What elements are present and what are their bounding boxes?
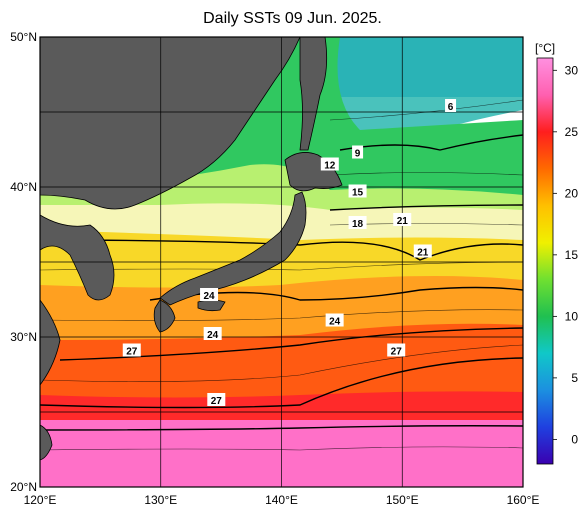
contour-label-text: 12	[324, 161, 336, 172]
graticule	[40, 37, 523, 487]
colorbar	[536, 57, 554, 465]
lon-tick-label: 150°E	[386, 493, 419, 507]
contour-label-bg	[352, 145, 364, 159]
contour-label-bg	[393, 213, 412, 226]
contour-label: 27	[207, 393, 226, 407]
contour-label-bg	[348, 184, 367, 198]
colorbar-tick-label: 10	[565, 309, 579, 323]
lat-tick-label: 40°N	[10, 180, 37, 194]
land	[40, 37, 343, 461]
contour-label-bg	[325, 313, 344, 327]
minor-contours	[40, 99, 523, 451]
colorbar-unit: [°C]	[535, 41, 555, 55]
contour-label-text: 21	[397, 216, 409, 227]
lat-tick-label: 50°N	[10, 30, 37, 44]
contour-label-bg	[413, 244, 432, 258]
map-title: Daily SSTs 09 Jun. 2025.	[203, 10, 382, 27]
contour-label-text: 27	[211, 396, 223, 407]
land-taiwan	[40, 424, 53, 461]
lat-tick-label: 20°N	[10, 480, 37, 494]
contour-label: 21	[413, 244, 432, 259]
contour-label-bg	[445, 99, 457, 112]
colorbar-tick-label: 5	[571, 371, 578, 385]
colorbar-tick-label: 25	[565, 125, 579, 139]
land-china-coast	[40, 299, 61, 386]
contour-label-text: 27	[126, 347, 138, 358]
contour-label-bg	[122, 343, 141, 357]
contour-label-bg	[320, 157, 339, 171]
land-korea-china	[40, 214, 115, 301]
contour-label: 27	[122, 343, 141, 358]
lon-tick-label: 160°E	[507, 493, 540, 507]
contour-label-text: 6	[448, 102, 454, 113]
colorbar-tick-label: 15	[565, 248, 579, 262]
colorbar-ticks: 30 25 20 15 10 5 0	[553, 63, 578, 446]
lat-tick-label: 30°N	[10, 330, 37, 344]
land-sakhalin	[299, 37, 328, 151]
contour-label-text: 24	[203, 291, 215, 302]
contour-label-text: 15	[352, 188, 364, 199]
contour-label-bg	[203, 327, 222, 340]
lat-tick-labels: 50°N 40°N 30°N 20°N	[10, 30, 37, 494]
map-field	[40, 37, 523, 487]
lon-tick-label: 120°E	[24, 493, 57, 507]
land-hokkaido	[284, 152, 343, 192]
contour-label: 15	[348, 184, 367, 199]
colorbar-tick-label: 30	[565, 63, 579, 77]
contour-label: 24	[200, 288, 219, 302]
lon-tick-labels: 120°E 130°E 140°E 150°E 160°E	[24, 493, 540, 507]
contour-label: 24	[325, 313, 344, 328]
colorbar-tick-label: 0	[571, 432, 578, 446]
contour-label: 9	[352, 145, 364, 160]
lon-tick-label: 130°E	[144, 493, 177, 507]
contour-label: 12	[320, 157, 339, 172]
contour-label-bg	[207, 393, 226, 406]
contour-label: 6	[445, 99, 457, 113]
lon-tick-label: 140°E	[265, 493, 298, 507]
map-frame	[39, 36, 524, 488]
contour-label-text: 9	[355, 149, 361, 160]
contour-label: 24	[203, 327, 222, 341]
contour-label-text: 24	[207, 330, 219, 341]
land-kyushu	[153, 299, 176, 333]
contour-label: 27	[387, 343, 406, 358]
contour-labels: 6 9 12 15 18 21 21 24 24 24 27 27 27	[122, 99, 457, 407]
isotherm-contours	[40, 134, 523, 431]
contour-label-text: 24	[329, 317, 341, 328]
contour-label-text: 18	[352, 219, 364, 230]
colorbar-tick-label: 20	[565, 186, 579, 200]
contour-label-bg	[387, 343, 406, 357]
contour-label-text: 21	[417, 248, 429, 259]
contour-label: 21	[393, 213, 412, 227]
contour-label: 18	[348, 216, 367, 230]
sst-band-cyan	[300, 37, 523, 150]
land-honshu	[159, 191, 307, 306]
contour-label-text: 27	[391, 347, 403, 358]
contour-label-bg	[200, 288, 219, 301]
contour-label-bg	[348, 216, 367, 229]
land-asia-north	[40, 37, 301, 210]
